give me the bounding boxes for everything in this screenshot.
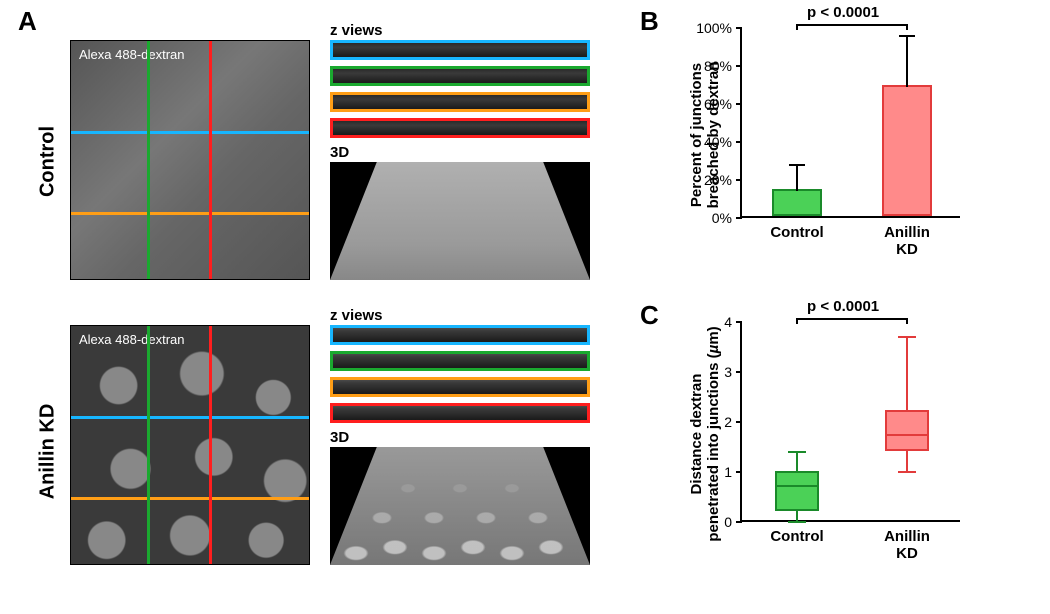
- scanline-orange-2: [71, 497, 309, 500]
- overlay-label-anillin: Alexa 488-dextran: [79, 332, 185, 347]
- scanline-red-2: [209, 326, 212, 564]
- overlay-label-control: Alexa 488-dextran: [79, 47, 185, 62]
- zview-cyan-1: [330, 40, 590, 60]
- scanline-red: [209, 41, 212, 279]
- side-label-anillin: Anillin KD: [37, 392, 60, 512]
- xcat-1: Anillin KD: [881, 224, 934, 258]
- zview-green-1: [330, 66, 590, 86]
- zview-orange-1: [330, 92, 590, 112]
- chart-c-ylabel: Distance dextranpenetrated into junction…: [688, 324, 722, 544]
- zviews-label-1: z views: [330, 22, 383, 39]
- scanline-green: [147, 41, 150, 279]
- micrograph-control: Alexa 488-dextran: [70, 40, 310, 280]
- threed-anillin: [330, 447, 590, 565]
- chart-c-axes: 01234ControlAnillin KDp < 0.0001: [740, 322, 960, 522]
- scanline-orange: [71, 212, 309, 215]
- zview-green-2: [330, 351, 590, 371]
- panel-c-letter: C: [640, 300, 659, 331]
- chart-c: Distance dextranpenetrated into junction…: [680, 312, 1020, 592]
- scanline-cyan: [71, 131, 309, 134]
- box-anillin-kd: [885, 410, 929, 452]
- xcat-c-1: Anillin KD: [881, 528, 934, 562]
- panel-b-letter: B: [640, 6, 659, 37]
- chart-b: Percent of junctionsbreached by dextran …: [680, 18, 1020, 278]
- chart-b-axes: 0%20%40%60%80%100%ControlAnillin KDp < 0…: [740, 28, 960, 218]
- zviews-label-2: z views: [330, 307, 383, 324]
- threed-label-2: 3D: [330, 429, 349, 446]
- zview-red-1: [330, 118, 590, 138]
- zview-cyan-2: [330, 325, 590, 345]
- scanline-cyan-2: [71, 416, 309, 419]
- threed-control: [330, 162, 590, 280]
- bar-control: [772, 189, 822, 216]
- box-control: [775, 471, 819, 511]
- panel-a-letter: A: [18, 6, 37, 37]
- xcat-c-0: Control: [770, 528, 823, 545]
- scanline-green-2: [147, 326, 150, 564]
- pvalue-b: p < 0.0001: [807, 4, 879, 21]
- xcat-0: Control: [770, 224, 823, 241]
- zview-orange-2: [330, 377, 590, 397]
- pvalue-c: p < 0.0001: [807, 298, 879, 315]
- micrograph-anillin: Alexa 488-dextran: [70, 325, 310, 565]
- threed-label-1: 3D: [330, 144, 349, 161]
- bar-anillin-kd: [882, 85, 932, 216]
- side-label-control: Control: [37, 102, 60, 222]
- zview-red-2: [330, 403, 590, 423]
